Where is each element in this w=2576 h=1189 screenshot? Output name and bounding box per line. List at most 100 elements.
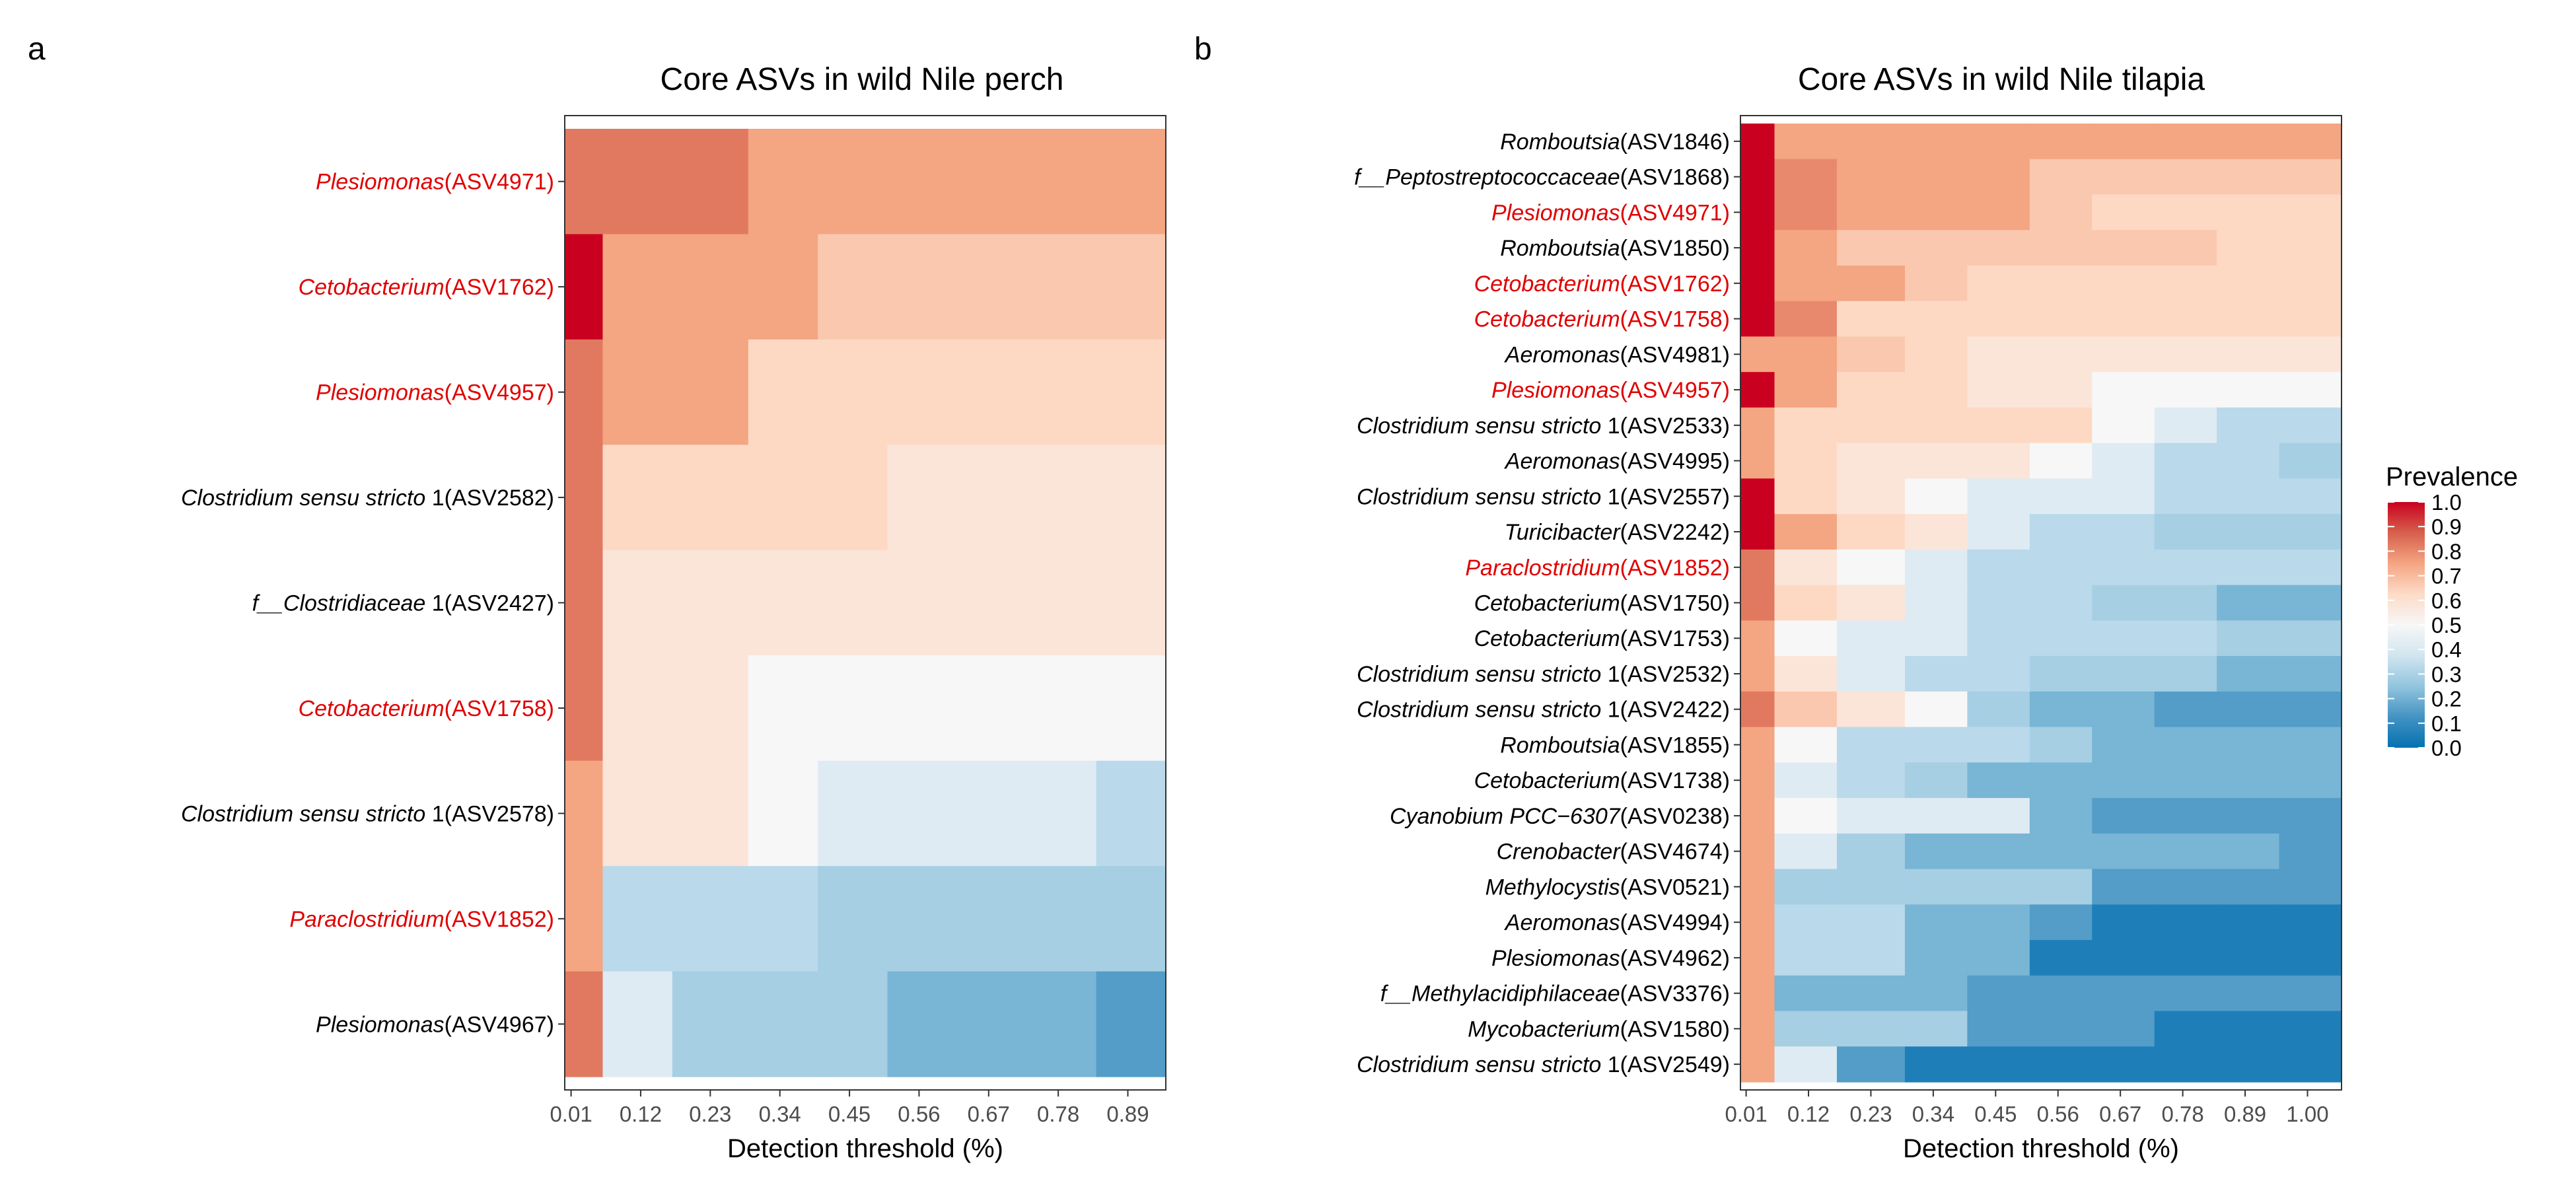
row-label: Cetobacterium(ASV1758)	[299, 696, 554, 721]
row-label-asv: (ASV3376)	[1620, 982, 1730, 1007]
heatmap-cell	[1096, 866, 1166, 972]
heatmap-cell	[888, 234, 958, 340]
heatmap-cell	[2092, 514, 2155, 550]
heatmap-cell	[1096, 550, 1166, 656]
row-label-genus: Clostridium sensu stricto	[181, 486, 425, 511]
heatmap-cell	[1967, 869, 2030, 905]
heatmap-cell	[1905, 159, 1968, 195]
heatmap-cell	[1905, 194, 1968, 230]
heatmap-cell	[1740, 230, 1775, 266]
x-tick-label: 0.12	[620, 1102, 662, 1126]
heatmap-cell	[2092, 550, 2155, 585]
row-label-asv: (ASV1738)	[1620, 768, 1730, 793]
heatmap-cell	[888, 655, 958, 761]
heatmap-cell	[672, 866, 749, 972]
heatmap-cell	[1775, 834, 1838, 869]
heatmap-cell	[818, 866, 888, 972]
heatmap-cell	[2092, 301, 2155, 337]
heatmap-cell	[1775, 940, 1838, 976]
heatmap-cell	[1775, 904, 1838, 940]
heatmap-cell	[1775, 692, 1838, 727]
legend-tick-label: 0.5	[2431, 613, 2462, 637]
row-label-genus: Plesiomonas	[316, 170, 445, 195]
heatmap-cell	[2217, 1011, 2279, 1047]
row-label-asv: (ASV1762)	[1620, 271, 1730, 297]
x-tick-label: 0.56	[898, 1102, 940, 1126]
heatmap-cell	[2030, 727, 2093, 763]
heatmap-cell	[1905, 478, 1968, 514]
heatmap-cell	[2279, 550, 2342, 585]
heatmap-cell	[2155, 301, 2217, 337]
heatmap-cell	[748, 655, 818, 761]
heatmap-cell	[957, 129, 1027, 234]
heatmap-cell	[1905, 443, 1968, 479]
y-labels-b: Romboutsia(ASV1846)f__Peptostreptococcac…	[1354, 129, 1740, 1077]
row-label-genus: Aeromonas	[1504, 342, 1620, 367]
x-tick-label: 0.89	[1106, 1102, 1149, 1126]
heatmap-cell	[2217, 372, 2279, 408]
heatmap-cell	[2030, 194, 2093, 230]
heatmap-cell	[2155, 798, 2217, 834]
heatmap-cell	[1837, 940, 1906, 976]
heatmap-cell	[2030, 762, 2093, 798]
heatmap-cell	[2030, 869, 2093, 905]
row-label-genus: Cetobacterium	[1474, 307, 1620, 332]
heatmap-cell	[2217, 940, 2279, 976]
x-tick-label: 0.89	[2224, 1102, 2266, 1126]
heatmap-cell	[2030, 159, 2093, 195]
heatmap-cell	[672, 445, 749, 550]
heatmap-cell	[1905, 124, 1968, 159]
heatmap-cell	[2279, 478, 2342, 514]
x-tick-label: 0.67	[968, 1102, 1010, 1126]
heatmap-cell	[888, 972, 958, 1077]
heatmap-cell	[565, 340, 603, 445]
row-label: Romboutsia(ASV1850)	[1500, 236, 1730, 261]
heatmap-cell	[2217, 692, 2279, 727]
heatmap-cell	[2279, 443, 2342, 479]
heatmap-cell	[565, 761, 603, 867]
row-label: f__Peptostreptococcaceae(ASV1868)	[1354, 165, 1730, 190]
row-label: Plesiomonas(ASV4957)	[316, 380, 554, 406]
row-label: Romboutsia(ASV1855)	[1500, 733, 1730, 758]
legend-tick-label: 0.3	[2431, 662, 2462, 686]
heatmap-cell	[1967, 230, 2030, 266]
heatmap-cell	[1837, 514, 1906, 550]
heatmap-cell	[602, 972, 672, 1077]
row-label-genus: Plesiomonas	[316, 1012, 445, 1037]
heatmap-cell	[2217, 798, 2279, 834]
heatmap-cell	[1026, 445, 1096, 550]
heatmap-cell	[2155, 834, 2217, 869]
heatmap-cell	[2092, 336, 2155, 372]
heatmap-cell	[602, 761, 672, 867]
heatmap-cell	[2217, 408, 2279, 443]
heatmap-cell	[1775, 194, 1838, 230]
row-label: Paraclostridium(ASV1852)	[1465, 556, 1730, 581]
row-label-asv: (ASV4967)	[445, 1012, 554, 1037]
heatmap-cell	[1775, 727, 1838, 763]
row-label-asv: 1(ASV2422)	[1601, 698, 1730, 723]
heatmap-cell	[957, 761, 1027, 867]
heatmap-cell	[1096, 234, 1166, 340]
x-tick-label: 0.01	[550, 1102, 592, 1126]
heatmap-cell	[818, 234, 888, 340]
heatmap-cell	[748, 866, 818, 972]
heatmap-cell	[565, 655, 603, 761]
heatmap-cell	[2092, 585, 2155, 621]
heatmap-cell	[1967, 834, 2030, 869]
row-label-genus: Cetobacterium	[1474, 591, 1620, 616]
heatmap-cell	[1905, 408, 1968, 443]
heatmap-cell	[2217, 124, 2279, 159]
heatmap-cell	[2030, 372, 2093, 408]
row-label: Aeromonas(ASV4994)	[1504, 910, 1730, 935]
heatmap-cell	[1905, 372, 1968, 408]
row-label: Aeromonas(ASV4981)	[1504, 342, 1730, 367]
heatmap-cell	[2279, 692, 2342, 727]
heatmap-cell	[888, 445, 958, 550]
heatmap-cell	[2155, 443, 2217, 479]
x-tick-label: 0.45	[1974, 1102, 2017, 1126]
heatmap-cell	[818, 550, 888, 656]
row-label-asv: (ASV1852)	[1620, 556, 1730, 581]
x-tick-label: 0.67	[2099, 1102, 2141, 1126]
chart-title-b: Core ASVs in wild Nile tilapia	[1798, 62, 2205, 97]
heatmap-cell	[2217, 159, 2279, 195]
